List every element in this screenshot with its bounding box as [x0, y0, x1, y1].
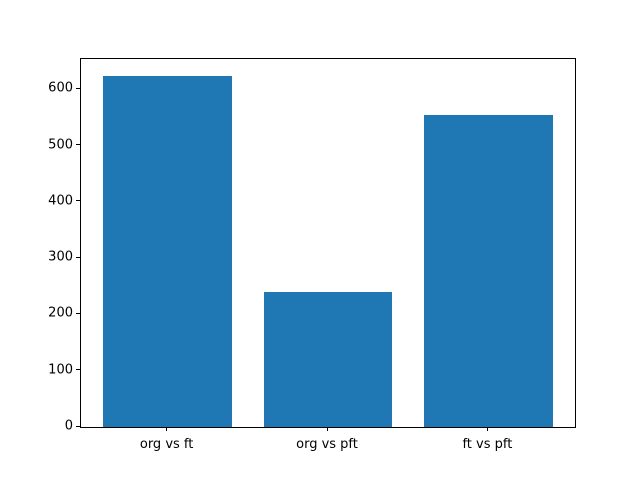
- x-tick-label: ft vs pft: [462, 437, 513, 452]
- plot-area: [80, 58, 576, 428]
- y-tick-mark: [76, 144, 80, 146]
- y-tick-label: 400: [48, 193, 73, 209]
- x-tick-label: org vs ft: [139, 437, 194, 452]
- y-tick-label: 0: [64, 418, 73, 434]
- y-tick-label: 500: [48, 137, 73, 153]
- bar-org-vs-pft: [263, 291, 393, 427]
- y-tick-mark: [76, 369, 80, 371]
- x-tick-mark: [166, 427, 168, 431]
- x-tick-mark: [326, 427, 328, 431]
- y-tick-label: 600: [48, 80, 73, 96]
- y-tick-mark: [76, 87, 80, 89]
- y-tick-mark: [76, 256, 80, 258]
- y-tick-label: 300: [48, 249, 73, 265]
- bar-org-vs-ft: [103, 76, 232, 427]
- bar-ft-vs-pft: [424, 114, 553, 427]
- y-tick-mark: [76, 312, 80, 314]
- y-tick-label: 100: [48, 362, 73, 378]
- y-tick-mark: [76, 425, 80, 427]
- y-tick-label: 200: [48, 305, 73, 321]
- y-tick-mark: [76, 200, 80, 202]
- x-tick-label: org vs pft: [296, 437, 358, 452]
- x-tick-mark: [486, 427, 488, 431]
